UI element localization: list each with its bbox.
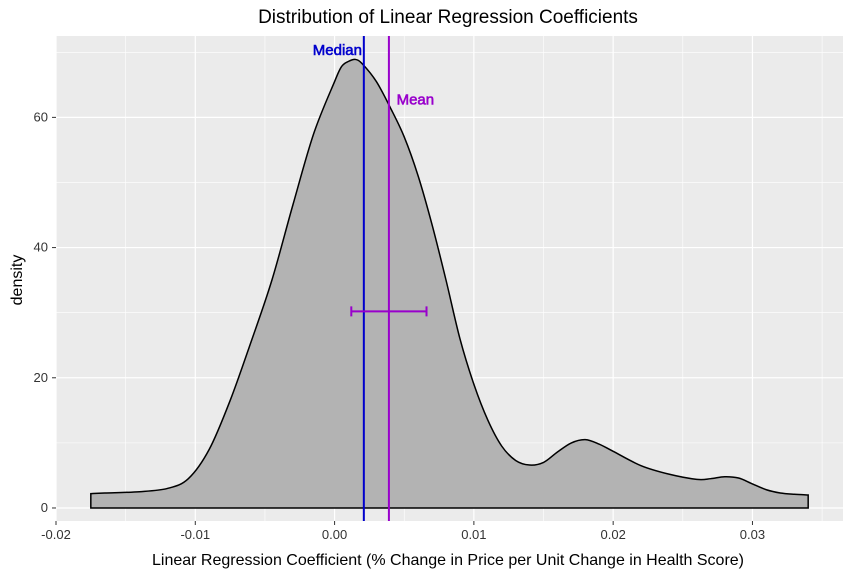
- density-area: [90, 58, 809, 509]
- axes: -0.02 -0.01 0.00 0.01 0.02 0.03 0 20 40 60: [34, 109, 766, 542]
- mean-label: Mean: [397, 91, 435, 108]
- x-tick-label: -0.02: [41, 527, 71, 542]
- median-label: Median: [313, 42, 362, 59]
- y-tick-label: 20: [34, 370, 48, 385]
- y-axis-title: density: [9, 255, 26, 306]
- y-tick-label: 60: [34, 109, 48, 124]
- x-tick-label: -0.01: [180, 527, 210, 542]
- y-tick-label: 40: [34, 240, 48, 255]
- x-tick-label: 0.00: [322, 527, 347, 542]
- x-tick-label: 0.01: [461, 527, 486, 542]
- data-layer: Median Mean: [90, 36, 809, 521]
- chart-title: Distribution of Linear Regression Coeffi…: [258, 7, 638, 28]
- x-tick-label: 0.03: [740, 527, 765, 542]
- y-tick-label: 0: [41, 500, 48, 515]
- x-tick-label: 0.02: [601, 527, 626, 542]
- x-axis-title: Linear Regression Coefficient (% Change …: [152, 552, 744, 569]
